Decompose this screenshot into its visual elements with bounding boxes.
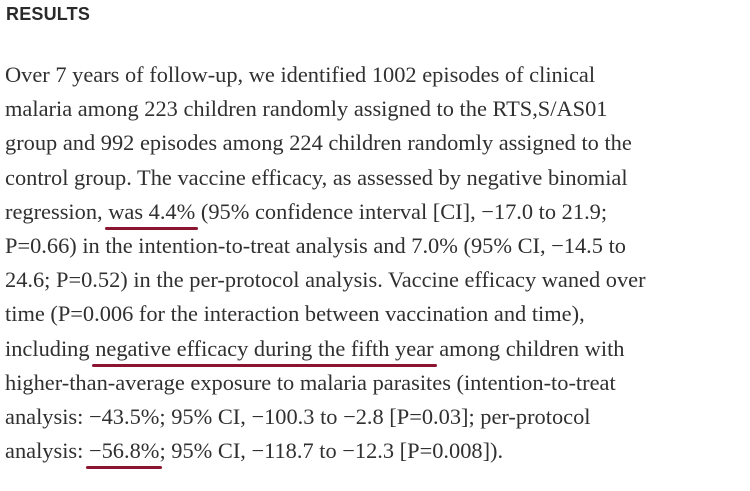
highlight-per-protocol-value: −56.8%	[88, 438, 160, 464]
paragraph-line: P=0.66) in the intention-to-treat analys…	[5, 232, 626, 258]
line-text: ; 95% CI, −118.7 to −12.3 [P=0.008]).	[159, 438, 504, 464]
paragraph-line: Over 7 years of follow-up, we identified…	[5, 62, 596, 87]
paragraph-line: time (P=0.006 for the interaction betwee…	[5, 301, 585, 327]
paragraph-line: higher-than-average exposure to malaria …	[5, 369, 616, 395]
paragraph-line: regression, was 4.4% (95% confidence int…	[5, 195, 745, 229]
line-text: including	[5, 335, 96, 361]
line-text: analysis:	[5, 438, 89, 464]
highlight-negative-efficacy: negative efficacy during the fifth year	[95, 335, 434, 361]
paragraph-line: group and 992 episodes among 224 childre…	[5, 130, 632, 156]
highlight-efficacy-estimate: was 4.4%	[108, 198, 196, 224]
paragraph-line: malaria among 223 children randomly assi…	[5, 96, 608, 122]
section-heading: RESULTS	[6, 4, 91, 24]
paragraph-line: analysis: −43.5%; 95% CI, −100.3 to −2.8…	[5, 403, 591, 429]
paragraph-line: 24.6; P=0.52) in the per-protocol analys…	[5, 267, 646, 293]
line-text: (95% confidence interval [CI], −17.0 to …	[195, 198, 608, 224]
paragraph-line: including negative efficacy during the f…	[5, 332, 745, 366]
paragraph-line: analysis: −56.8%; 95% CI, −118.7 to −12.…	[5, 434, 745, 468]
paragraph-line: control group. The vaccine efficacy, as …	[5, 164, 628, 190]
results-paragraph: Over 7 years of follow-up, we identified…	[5, 58, 745, 468]
line-text: regression,	[5, 198, 109, 224]
line-text: among children with	[433, 335, 625, 361]
